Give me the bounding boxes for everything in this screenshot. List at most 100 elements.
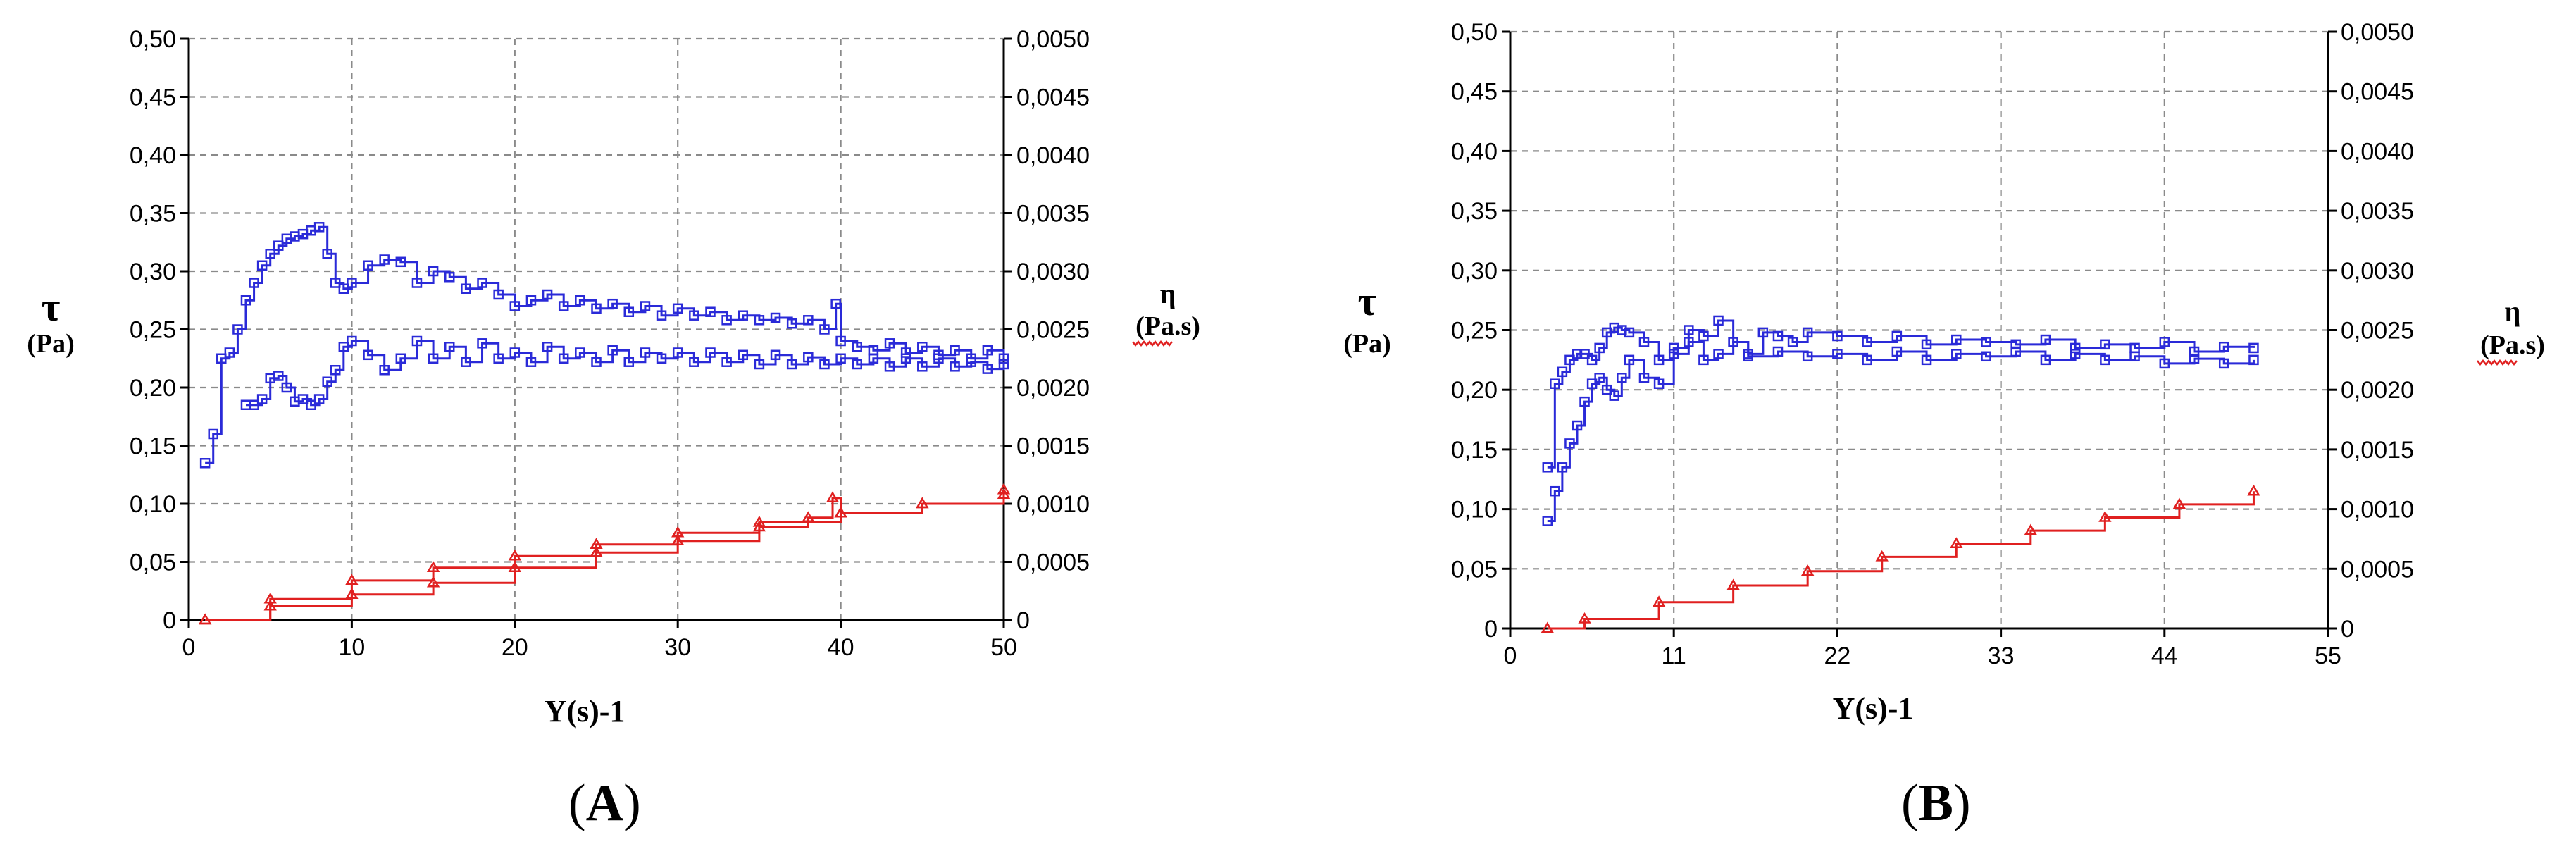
data-point-square [1579,349,1590,359]
data-point-square [950,345,960,356]
data-point-square [982,364,993,374]
data-point-square [900,353,911,364]
data-point-triangle [345,588,359,599]
chart-b-svg: 0 11 22 33 44 5500,050,100,150,200,250,300,35… [1343,19,2545,726]
data-point-square [2129,351,2140,362]
data-point-square [281,382,292,393]
data-point-square [306,399,316,410]
data-point-square [2040,334,2051,345]
x-axis-title: Y(s)-1 [545,694,626,729]
data-point-square [623,306,635,317]
data-point-triangle [826,491,840,502]
y-right-tick-label: 0,0040 [2341,138,2414,165]
data-point-square [330,365,341,376]
data-point-square [982,345,993,356]
data-point-square [672,303,683,314]
data-point-square [2189,346,2200,357]
data-point-square [607,298,618,309]
data-point-square [1579,396,1590,407]
data-point-triangle [1950,537,1963,548]
data-point-square [1698,330,1709,342]
data-point-square [689,310,699,321]
data-point-square [1586,354,1598,366]
data-point-square [525,357,537,367]
data-point-square [2040,354,2051,366]
data-point-square [265,249,275,259]
y-right-tick-label: 0,0040 [1016,142,1090,169]
data-point-square [1624,354,1635,366]
data-point-square [240,295,251,306]
data-point-square [1550,485,1560,497]
panel-label-b: (B) [1901,774,1971,832]
data-point-square [917,342,928,352]
y-left-tick-label: 0,25 [130,317,176,344]
data-point-square [900,347,911,358]
data-point-square [852,359,862,370]
data-point-square [917,361,928,372]
data-point-square [428,266,439,277]
data-point-square [1624,327,1635,338]
data-point-square [705,347,716,358]
data-point-square [966,357,976,367]
data-point-square [2159,337,2170,347]
data-point-square [395,353,406,364]
data-point-square [379,365,390,376]
data-point-square [249,278,259,288]
data-point-square [363,260,373,271]
data-point-square [738,349,749,361]
x-tick-label: 11 [1662,643,1686,669]
data-point-square [770,312,781,323]
data-point-square [477,338,487,349]
y-right-axis-unit: (Pa.s) [1135,311,1200,341]
y-right-tick-label: 0,0050 [1016,26,1090,53]
data-point-square [950,361,960,372]
data-point-triangle [997,488,1011,500]
data-point-square [347,278,357,288]
data-point-square [1862,354,1872,366]
data-point-triangle [426,561,440,572]
y-left-tick-label: 0,30 [130,259,176,285]
data-point-square [1684,325,1694,335]
data-point-square [313,394,325,404]
data-point-square [558,301,569,311]
y-left-tick-label: 0,40 [1451,138,1498,165]
data-point-square [428,353,439,364]
data-point-square [2100,339,2110,350]
data-point-square [998,359,1009,370]
chart-panel-a: 0 10 20 30 40 50 0 0,05 0,10 0,15 0,20 0,25 0,30 0,35… [27,26,1200,832]
data-point-square [835,353,846,364]
series-line [205,494,1005,621]
x-tick-label: 33 [1988,643,2015,669]
y-left-tick-label: 0,50 [130,26,176,53]
y-left-tick-label: 0,15 [130,433,176,460]
data-point-triangle [916,497,929,509]
data-point-square [705,306,716,317]
series-line [1547,340,2255,523]
y-right-tick-label: 0,0015 [1016,433,1090,460]
data-point-square [1743,351,1753,362]
data-point-square [1586,378,1598,389]
data-point-square [721,315,732,326]
data-point-square [322,376,332,387]
data-point-square [738,310,749,321]
data-point-square [754,315,765,326]
panel-label-a: (A) [568,774,641,832]
y-left-tick-label: 0,30 [1451,258,1498,285]
y-right-tick-label: 0,0005 [1016,550,1090,576]
data-point-square [2248,342,2259,354]
data-point-square [1802,351,1813,362]
y-right-tick-label: 0,0005 [2341,556,2414,583]
data-point-square [1891,330,1903,342]
data-point-square [461,357,471,367]
data-point-square [232,324,243,335]
data-point-triangle [590,545,603,557]
data-point-square [2070,342,2081,354]
data-point-square [493,353,504,364]
data-point-square [786,359,797,370]
data-point-square [1713,349,1724,359]
data-point-square [338,283,349,294]
data-point-triangle [1652,595,1666,607]
y-right-tick-label: 0,0045 [1016,85,1090,111]
chart-panel-b: 0 11 22 33 44 55 0 0,05 0,10 0,15 0,20 0,25 0,30 0,35… [1288,0,2576,849]
data-point-square [803,315,814,326]
